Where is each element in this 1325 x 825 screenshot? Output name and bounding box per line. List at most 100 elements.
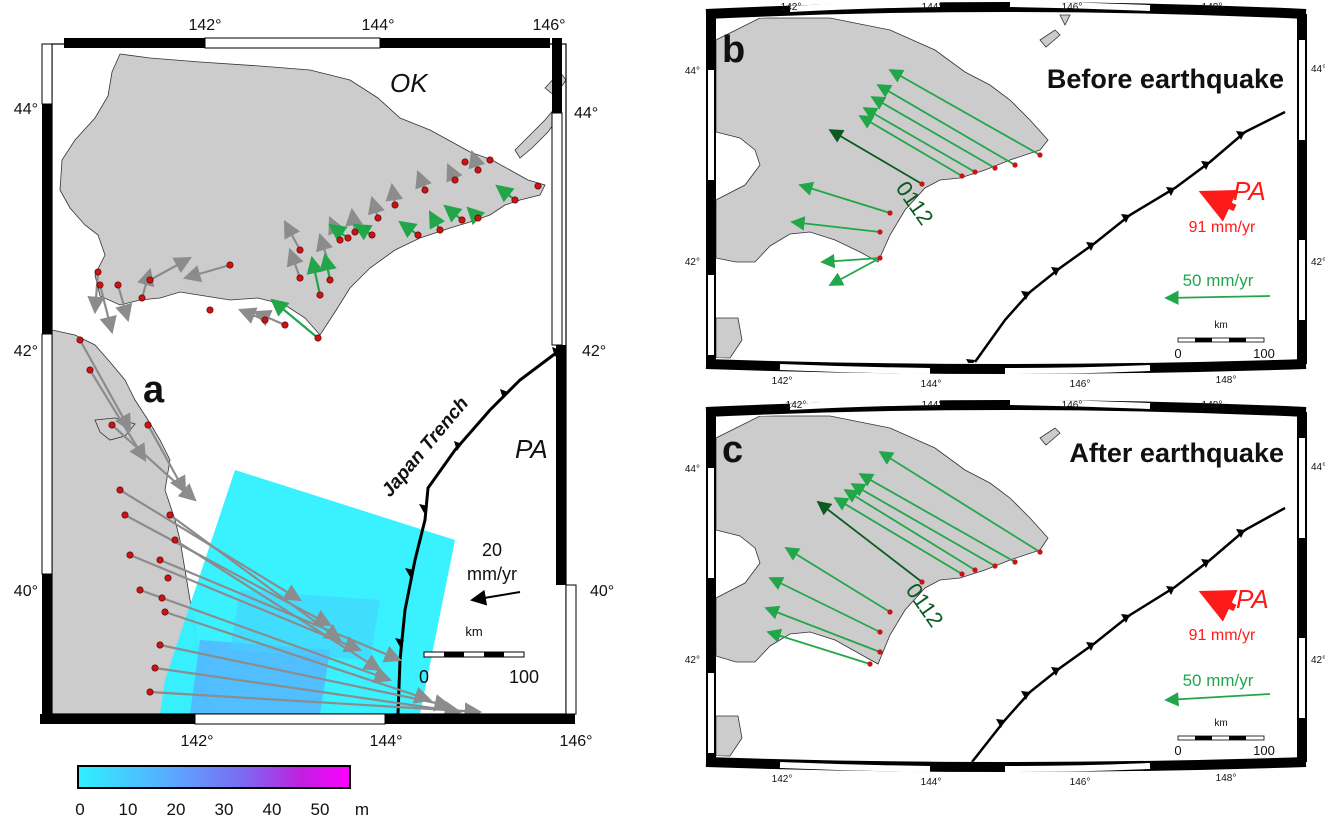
- frame-bars-b: [705, 1, 1307, 374]
- panel-letter-b: b: [722, 29, 745, 71]
- frame-bars-c: [705, 399, 1307, 772]
- lat-tick: 44°: [685, 66, 700, 77]
- plate-label-b: PA: [1233, 176, 1266, 206]
- colorbar-tick: 20: [167, 800, 186, 819]
- lon-tick: 144°: [361, 17, 394, 34]
- km-tick: 0: [1174, 743, 1181, 758]
- panel-title-c: After earthquake: [1069, 438, 1284, 468]
- colorbar-tick: 40: [263, 800, 282, 819]
- km-tick: 100: [509, 667, 539, 687]
- lat-tick: 42°: [14, 343, 38, 360]
- colorbar-tick: 50: [311, 800, 330, 819]
- lat-tick: 42°: [582, 343, 606, 360]
- lat-tick: 44°: [685, 464, 700, 475]
- lon-tick: 146°: [1062, 2, 1083, 13]
- km-scale-bar-c: [1177, 735, 1265, 741]
- lon-tick: 146°: [532, 17, 565, 34]
- lon-tick: 146°: [559, 733, 592, 750]
- km-label-b: km: [1214, 320, 1227, 331]
- vector-scale-arrow: [470, 589, 521, 606]
- scale-rate-b: 50 mm/yr: [1183, 271, 1254, 290]
- km-tick: 0: [419, 667, 429, 687]
- lon-tick: 142°: [781, 2, 802, 13]
- station-dots-a: [76, 156, 542, 696]
- kuril-island-c: [1039, 427, 1061, 446]
- lat-tick: 44°: [1311, 462, 1325, 473]
- slip-colorbar: 0 10 20 30 40 50 m: [75, 765, 369, 819]
- trench-line-b: [973, 110, 1286, 363]
- station-0112-vector-b: [828, 129, 923, 185]
- station-0112-vector-c: [816, 500, 923, 583]
- lat-tick: 40°: [14, 583, 38, 600]
- lon-tick: 142°: [772, 376, 793, 387]
- lat-tick: 42°: [1311, 655, 1325, 666]
- lon-tick: 142°: [188, 17, 221, 34]
- colorbar-tick: 10: [119, 800, 138, 819]
- plate-label-pa: PA: [515, 434, 548, 464]
- lat-tick: 40°: [590, 583, 614, 600]
- honshu-land-c: [716, 715, 743, 757]
- gray-vectors: [79, 149, 486, 714]
- panel-title-b: Before earthquake: [1047, 64, 1284, 94]
- km-tick: 100: [1253, 743, 1275, 758]
- lon-tick: 148°: [1202, 2, 1223, 13]
- lat-tick: 44°: [1311, 64, 1325, 75]
- kuril-island-b: [1039, 29, 1061, 48]
- lon-tick: 146°: [1070, 777, 1091, 788]
- lon-tick: 144°: [921, 777, 942, 788]
- km-scale-bar-b: [1177, 337, 1265, 343]
- panel-a-map: 142° 144° 146° 142° 144° 146° 44° 42° 40…: [14, 17, 614, 750]
- scale-vector-b: [1164, 290, 1271, 305]
- pa-motion-arrow-c: [1198, 589, 1238, 622]
- km-scale-bar: [423, 651, 525, 658]
- hokkaido-land: [59, 53, 546, 336]
- lat-tick: 44°: [14, 101, 38, 118]
- lon-tick: 144°: [921, 379, 942, 390]
- lon-tick: 142°: [786, 400, 807, 411]
- green-vectors-c: [764, 451, 1041, 665]
- km-tick: 100: [1253, 346, 1275, 361]
- km-label-c: km: [1214, 718, 1227, 729]
- honshu-land-b: [716, 317, 743, 359]
- vector-scale-value: 20: [482, 540, 502, 560]
- lon-tick: 144°: [922, 400, 943, 411]
- station-dots-b: [877, 152, 1043, 261]
- plate-label-ok: OK: [390, 68, 429, 98]
- lat-tick: 42°: [685, 257, 700, 268]
- colorbar-tick: 30: [215, 800, 234, 819]
- lon-tick: 148°: [1202, 400, 1223, 411]
- scale-vector-c: [1164, 692, 1271, 707]
- lon-tick: 148°: [1216, 773, 1237, 784]
- panel-letter-a: a: [143, 369, 165, 411]
- lon-tick: 142°: [772, 774, 793, 785]
- colorbar-tick: 0: [75, 800, 84, 819]
- hokkaido-land-b: [716, 17, 1049, 263]
- lat-tick: 42°: [1311, 257, 1325, 268]
- kuril-island-b: [1059, 14, 1071, 26]
- plate-label-c: PA: [1236, 584, 1269, 614]
- lon-tick: 148°: [1216, 375, 1237, 386]
- vector-scale-unit: mm/yr: [467, 564, 517, 584]
- lon-tick: 146°: [1062, 400, 1083, 411]
- km-tick: 0: [1174, 346, 1181, 361]
- lon-tick: 146°: [1070, 379, 1091, 390]
- lon-tick: 144°: [369, 733, 402, 750]
- lon-tick: 142°: [180, 733, 213, 750]
- trench-teeth-b: [966, 131, 1245, 363]
- lat-tick: 42°: [685, 655, 700, 666]
- panel-c-map: 142° 144° 146° 148° 142° 144° 146° 148° …: [685, 399, 1325, 788]
- trench-teeth-c: [996, 529, 1245, 728]
- lat-tick: 44°: [574, 105, 598, 122]
- colorbar-unit: m: [355, 800, 369, 819]
- scale-rate-c: 50 mm/yr: [1183, 671, 1254, 690]
- km-label: km: [465, 624, 482, 639]
- panel-letter-c: c: [722, 429, 743, 471]
- frame-bars-a: [40, 37, 577, 725]
- station-dots-c: [867, 549, 1043, 667]
- lon-tick: 144°: [922, 2, 943, 13]
- pa-motion-arrow-b: [1198, 189, 1238, 222]
- panel-b-map: 142° 144° 146° 148° 142° 144° 146° 148° …: [685, 1, 1325, 390]
- hokkaido-land-c: [716, 415, 1049, 665]
- plate-rate-c: 91 mm/yr: [1189, 627, 1256, 644]
